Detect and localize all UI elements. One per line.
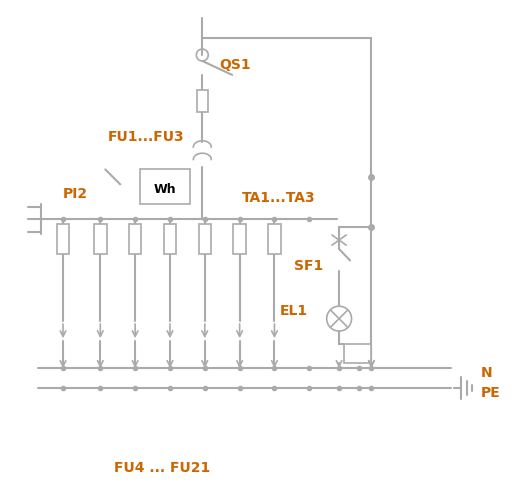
- Bar: [344, 344, 372, 364]
- Text: EL1: EL1: [279, 304, 308, 318]
- Text: QS1: QS1: [220, 58, 252, 72]
- Bar: [140, 170, 190, 204]
- Text: N: N: [481, 366, 493, 380]
- Bar: [57, 224, 69, 254]
- Text: PE: PE: [481, 386, 500, 400]
- Text: SF1: SF1: [294, 260, 324, 274]
- Bar: [197, 90, 208, 112]
- Bar: [268, 224, 281, 254]
- Text: FU1...FU3: FU1...FU3: [108, 130, 184, 144]
- Text: FU4 ... FU21: FU4 ... FU21: [114, 461, 211, 475]
- Text: PI2: PI2: [63, 187, 88, 201]
- Bar: [233, 224, 246, 254]
- Bar: [164, 224, 176, 254]
- Bar: [199, 224, 211, 254]
- Bar: [129, 224, 141, 254]
- Text: Wh: Wh: [154, 183, 176, 196]
- Text: TA1...TA3: TA1...TA3: [242, 191, 316, 205]
- Bar: [94, 224, 106, 254]
